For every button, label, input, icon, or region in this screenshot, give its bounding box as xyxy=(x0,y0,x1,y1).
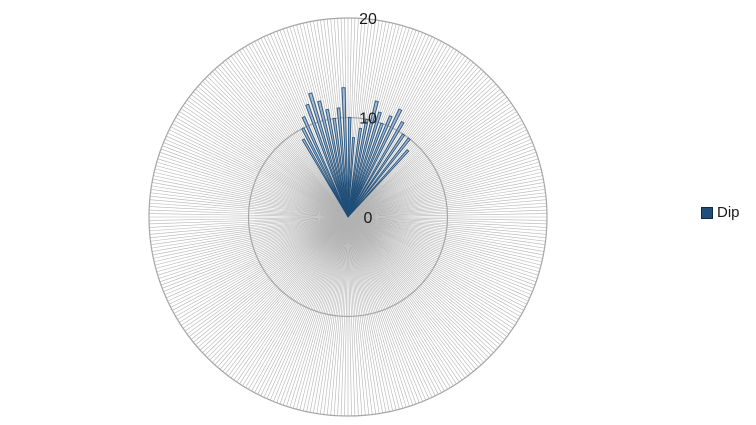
series-point-dip xyxy=(332,117,349,218)
series-point-dip xyxy=(347,100,379,218)
series-point-dip xyxy=(347,149,410,218)
series-point-dip xyxy=(347,121,405,218)
series-point-dip xyxy=(347,137,355,218)
tick-label-10: 10 xyxy=(359,111,377,128)
legend-label-dip: Dip xyxy=(717,204,740,221)
series-point-dip xyxy=(347,127,362,218)
series-point-dip xyxy=(347,108,403,218)
series-point-dip xyxy=(347,137,411,218)
series-point-dip xyxy=(308,92,349,218)
series-point-dip xyxy=(301,127,349,218)
outer-grid-ring xyxy=(148,17,548,417)
series-point-dip xyxy=(347,117,352,218)
series-point-dip xyxy=(341,87,349,218)
series-point-dip xyxy=(301,138,349,218)
series-point-dip xyxy=(347,122,384,218)
series-point-dip xyxy=(347,115,393,218)
mid-grid-ring xyxy=(247,116,449,318)
series-layer xyxy=(301,87,411,218)
series-point-dip xyxy=(347,111,382,218)
tick-label-20: 20 xyxy=(359,11,377,28)
tick-label-0: 0 xyxy=(364,210,373,227)
series-point-dip xyxy=(305,103,349,218)
series-point-dip xyxy=(336,107,349,218)
series-point-dip xyxy=(347,118,369,218)
series-point-dip xyxy=(301,115,349,218)
tick-labels: 0 10 20 xyxy=(359,11,377,227)
legend: Dip xyxy=(701,204,740,221)
series-point-dip xyxy=(317,100,349,218)
legend-swatch-dip xyxy=(701,206,713,219)
series-point-dip xyxy=(347,133,406,218)
series-point-dip xyxy=(325,108,349,218)
